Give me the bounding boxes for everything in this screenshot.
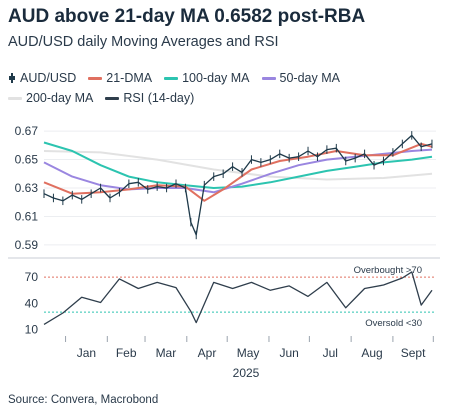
line-swatch-icon	[105, 96, 120, 100]
x-tick-label: Mar	[156, 346, 177, 360]
legend-label: AUD/USD	[20, 71, 77, 85]
y-tick-label: 0.61	[15, 209, 39, 223]
source-note: Source: Convera, Macrobond	[8, 394, 159, 406]
y-tick-label: 0.63	[15, 181, 39, 195]
x-tick-label: Jul	[323, 346, 338, 360]
reference-label: Overbought >70	[354, 265, 422, 276]
x-tick-label: Aug	[361, 346, 382, 360]
legend: AUD/USD 21-DMA 100-day MA 50-day MA 200-…	[8, 68, 448, 108]
series-line-rsi	[43, 271, 433, 325]
y-tick-label: 70	[25, 270, 39, 284]
price-y-axis: 0.59 0.61 0.63 0.65 0.67	[15, 124, 39, 252]
rsi-y-axis: 10 40 70	[25, 270, 39, 337]
y-tick-label: 0.67	[15, 124, 39, 138]
y-tick-label: 0.65	[15, 153, 39, 167]
chart-title: AUD above 21-day MA 0.6582 post-RBA	[8, 6, 366, 27]
legend-item-21-dma: 21-DMA	[88, 71, 152, 85]
x-tick-label: Jun	[279, 346, 298, 360]
legend-item-100-day-ma: 100-day MA	[164, 71, 250, 85]
candlestick-icon	[8, 73, 16, 83]
chart-subtitle: AUD/USD daily Moving Averages and RSI	[8, 34, 279, 50]
legend-item-50-day-ma: 50-day MA	[261, 71, 340, 85]
x-tick-label: Apr	[198, 346, 217, 360]
x-year-label: 2025	[233, 366, 260, 380]
line-swatch-icon	[164, 76, 179, 80]
chart-area: 0.59 0.61 0.63 0.65 0.67 Overbought >70 Overs…	[8, 124, 440, 380]
x-tick-label: May	[237, 346, 260, 360]
legend-label: 50-day MA	[279, 71, 340, 85]
rsi-reference-lines: Overbought >70 Oversold <30	[44, 265, 436, 329]
legend-row-2: 200-day MA RSI (14-day)	[8, 88, 448, 108]
price-gridlines	[44, 130, 436, 246]
legend-label: RSI (14-day)	[123, 91, 195, 105]
price-series	[43, 131, 433, 240]
line-swatch-icon	[8, 96, 22, 100]
y-tick-label: 40	[25, 296, 39, 310]
reference-label: Oversold <30	[365, 318, 422, 329]
y-tick-label: 10	[25, 323, 39, 337]
legend-item-aud-usd: AUD/USD	[8, 71, 76, 85]
legend-item-200-day-ma: 200-day MA	[8, 91, 93, 105]
legend-label: 100-day MA	[182, 71, 250, 85]
line-swatch-icon	[88, 76, 103, 80]
line-swatch-icon	[261, 76, 276, 80]
x-tick-label: Jan	[77, 346, 96, 360]
series-line-21-dma	[43, 142, 433, 202]
x-tick-label: Feb	[116, 346, 137, 360]
legend-label: 21-DMA	[106, 71, 153, 85]
legend-row-1: AUD/USD 21-DMA 100-day MA 50-day MA	[8, 68, 448, 88]
rsi-series	[43, 271, 433, 325]
legend-item-rsi: RSI (14-day)	[105, 91, 194, 105]
legend-label: 200-day MA	[26, 91, 94, 105]
x-axis: Jan Feb Mar Apr May Jun Jul Aug Sept 2025	[65, 336, 434, 380]
x-tick-label: Sept	[401, 346, 426, 360]
y-tick-label: 0.59	[15, 238, 39, 252]
